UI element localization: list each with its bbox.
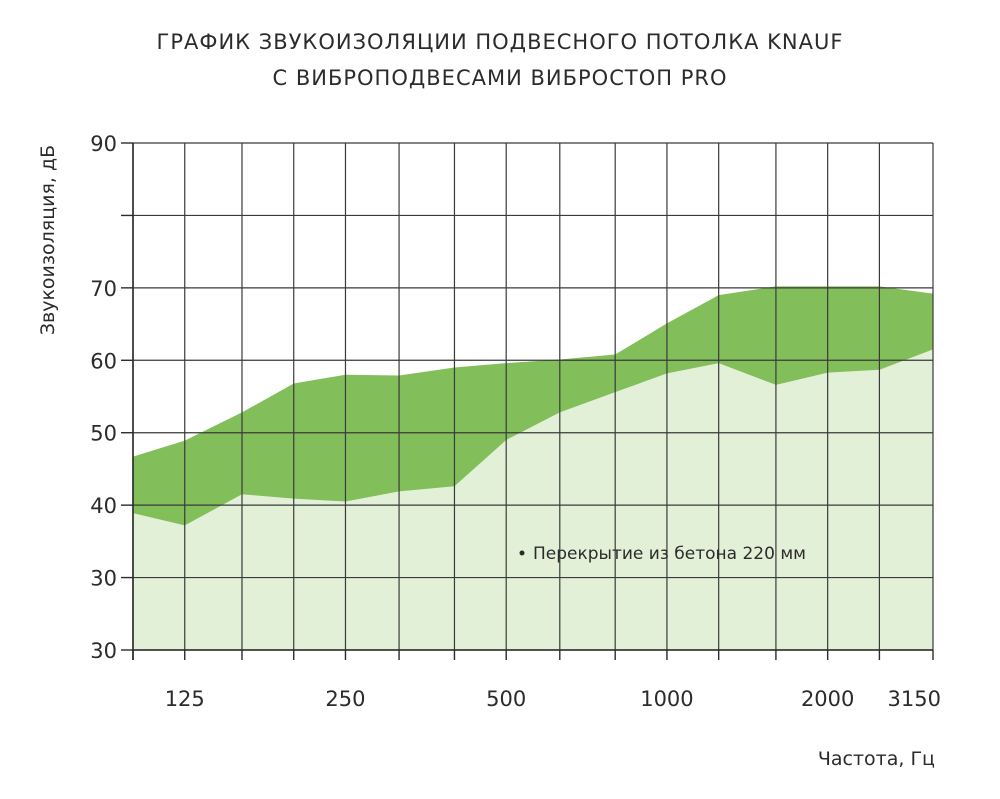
x-tick-label: 250 bbox=[325, 687, 365, 711]
y-tick-label: 30 bbox=[90, 567, 117, 591]
y-tick-label: 90 bbox=[90, 132, 117, 156]
y-tick-labels: 30 30 40 50 60 70 90 bbox=[90, 132, 133, 663]
grid-lines bbox=[132, 142, 934, 651]
x-tick-label: 3150 bbox=[888, 687, 941, 711]
annotation-bullet bbox=[519, 550, 525, 556]
y-tick-label: 60 bbox=[90, 349, 117, 373]
x-tick-label: 125 bbox=[165, 687, 205, 711]
x-tick-label: 1000 bbox=[640, 687, 693, 711]
y-tick-label: 30 bbox=[90, 639, 117, 663]
chart-title: ГРАФИК ЗВУКОИЗОЛЯЦИИ ПОДВЕСНОГО ПОТОЛКА … bbox=[156, 30, 844, 54]
series-annotation: Перекрытие из бетона 220 мм bbox=[533, 544, 806, 564]
y-tick-label: 70 bbox=[90, 277, 117, 301]
chart-subtitle: С ВИБРОПОДВЕСАМИ ВИБРОСТОП PRO bbox=[272, 66, 728, 90]
axes bbox=[132, 143, 933, 660]
x-tick-label: 500 bbox=[486, 687, 526, 711]
y-tick-label: 40 bbox=[90, 494, 117, 518]
y-tick-label: 50 bbox=[90, 422, 117, 446]
x-axis-label: Частота, Гц bbox=[818, 748, 935, 770]
series-area-base bbox=[133, 349, 933, 650]
y-axis-label: Звукоизоляция, дБ bbox=[37, 145, 59, 335]
x-tick-labels: 125 250 500 1000 2000 3150 bbox=[132, 650, 941, 711]
series-areas bbox=[133, 286, 933, 650]
chart-title-block: ГРАФИК ЗВУКОИЗОЛЯЦИИ ПОДВЕСНОГО ПОТОЛКА … bbox=[0, 24, 1000, 96]
x-tick-label: 2000 bbox=[801, 687, 854, 711]
